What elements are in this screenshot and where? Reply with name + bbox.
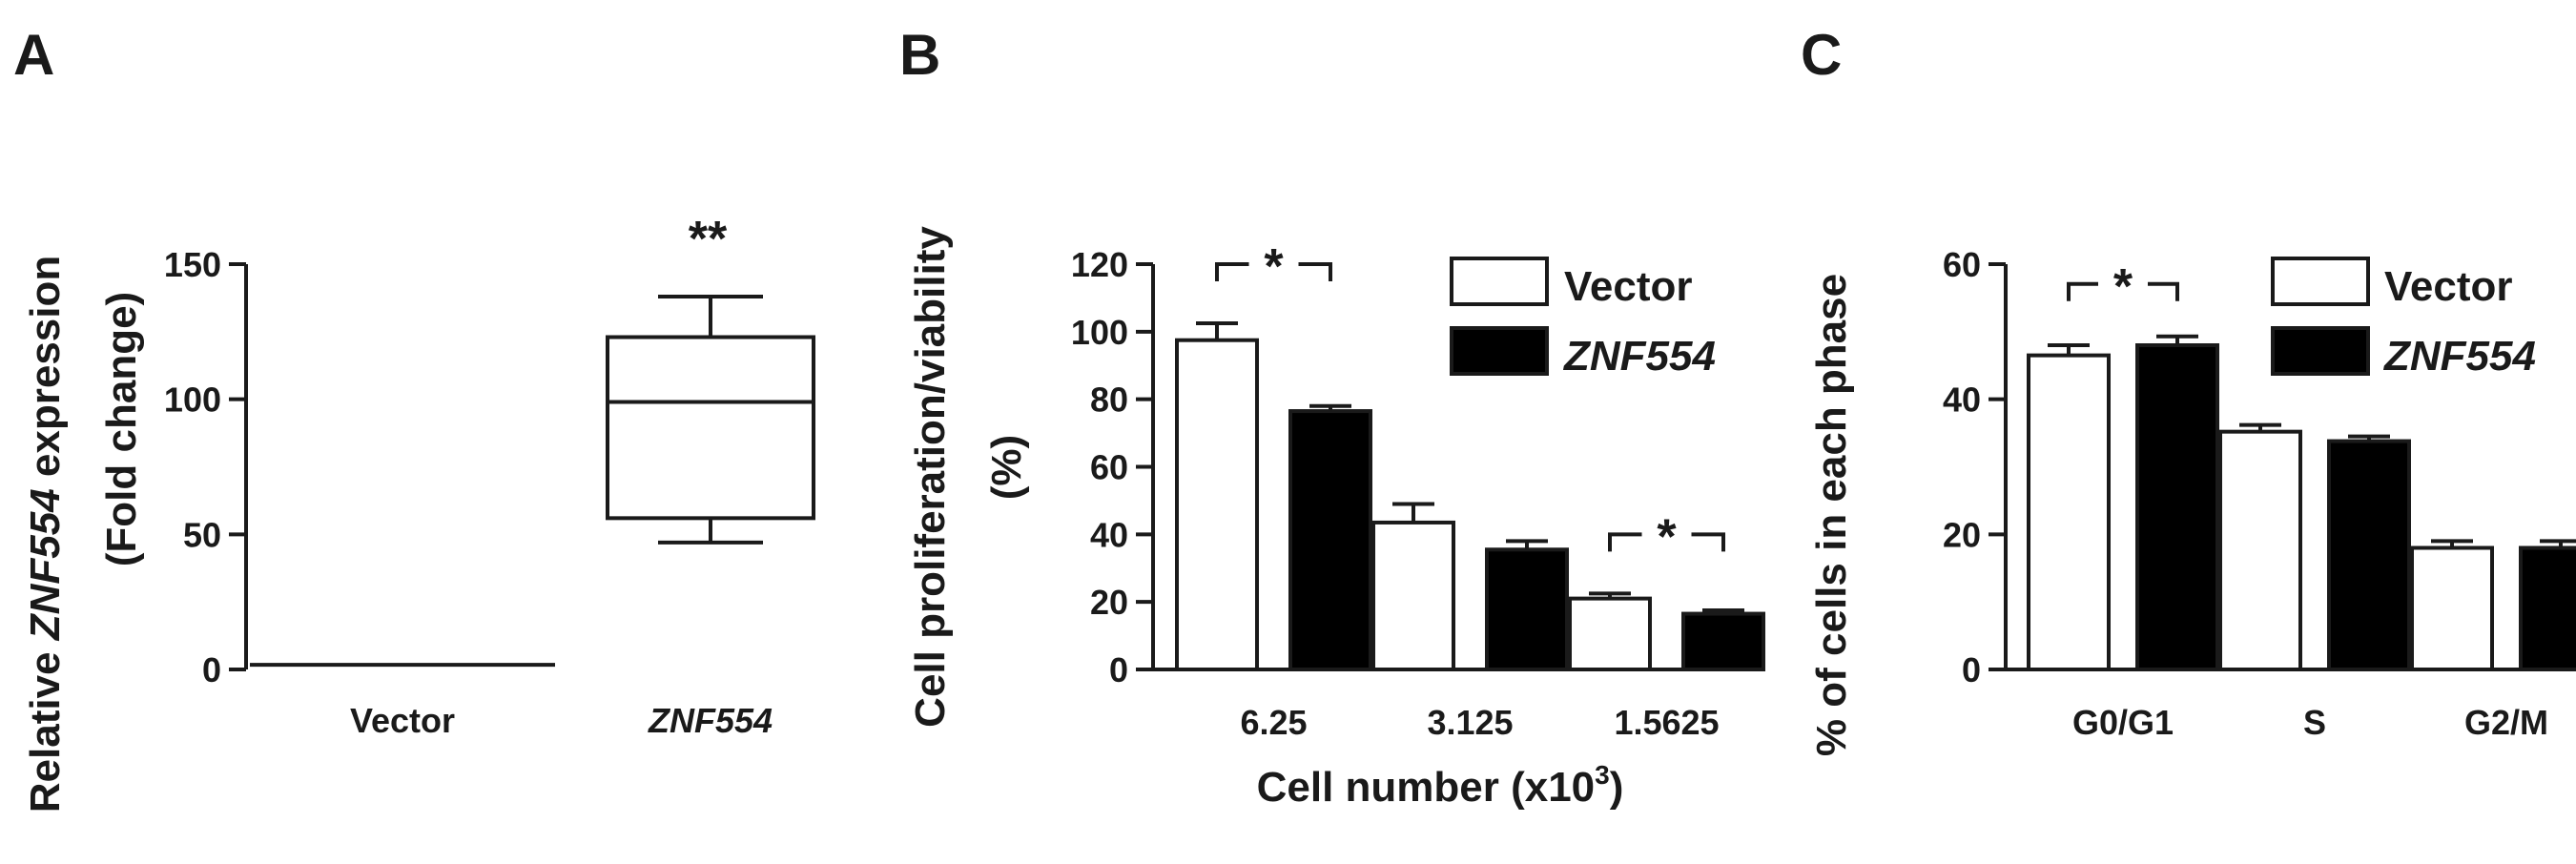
significance-marker: *: [1264, 239, 1284, 295]
panel-b-legend-znf554: ZNF554: [1562, 333, 1716, 380]
panel-a-y-axis-title: Relative ZNF554 expression: [22, 256, 69, 813]
bar-znf554-2: [2519, 545, 2576, 671]
panel-a-x-label-vector: Vector: [350, 701, 455, 740]
panel-b-y-tick-label: 20: [1090, 583, 1128, 622]
panel-b-y-tick-label: 80: [1090, 381, 1128, 420]
panel-b-bars: [1175, 320, 1765, 671]
panel-c-x-tick-label: G2/M: [2464, 703, 2548, 742]
panel-c-legend-swatch-znf554: [2271, 326, 2370, 376]
significance-bracket: [1608, 532, 1642, 552]
panel-a-y-ticks: 0 50 100 150: [164, 245, 246, 689]
panel-c: C % of cells in each phase 0 20 40 60 G0/G1…: [1801, 23, 2576, 756]
significance-bracket: [1298, 261, 1332, 281]
significance-bracket: [2067, 281, 2098, 301]
bar-vector-2: [2410, 545, 2494, 671]
panel-b-legend-vector: Vector: [1564, 263, 1693, 310]
panel-c-x-tick-label: S: [2303, 703, 2326, 742]
panel-b-y-ticks: 0 20 40 60 80 100 120: [1071, 245, 1153, 689]
bar-znf554-0: [1288, 409, 1372, 671]
panel-b: B Cell proliferation/viability (%) 0 20 40…: [899, 23, 1765, 811]
panel-b-legend: Vector ZNF554: [1450, 257, 1716, 380]
panel-a-x-label-znf554: ZNF554: [648, 701, 773, 740]
bar-vector-1: [1371, 520, 1455, 671]
panel-c-legend-znf554: ZNF554: [2382, 333, 2536, 380]
panel-a-y-tick-label: 150: [164, 245, 221, 284]
panel-a-y-tick-label: 0: [202, 650, 221, 689]
panel-a-y-tick-label: 100: [164, 381, 221, 420]
box-znf554: [606, 335, 815, 521]
panel-b-x-tick-label: 6.25: [1240, 703, 1307, 742]
significance-bracket: [2148, 281, 2179, 301]
significance-bracket: [1215, 261, 1249, 281]
panel-b-y-axis-title: Cell proliferation/viability: [907, 226, 954, 728]
bar-znf554-0: [2135, 343, 2219, 671]
significance-marker: *: [1657, 509, 1677, 565]
panel-b-x-tick-labels: 6.25 3.125 1.5625: [1240, 703, 1719, 742]
panel-c-y-tick-label: 60: [1943, 245, 1981, 284]
bar-vector-2: [1568, 596, 1652, 671]
panel-b-y-tick-label: 40: [1090, 515, 1128, 554]
panel-c-x-tick-label: G0/G1: [2072, 703, 2174, 742]
bar-znf554-1: [1485, 547, 1569, 671]
panel-c-bars: [2027, 334, 2576, 672]
panel-label-b: B: [899, 23, 940, 87]
panel-label-c: C: [1801, 23, 1842, 87]
bar-vector-0: [1175, 338, 1259, 671]
panel-a-significance: **: [689, 212, 728, 267]
panel-c-y-tick-label: 20: [1943, 515, 1981, 554]
panel-b-x-tick-label: 3.125: [1427, 703, 1513, 742]
panel-c-x-tick-labels: G0/G1 S G2/M: [2072, 703, 2548, 742]
panel-label-a: A: [13, 23, 54, 87]
significance-bracket: [1691, 532, 1725, 552]
panel-b-legend-swatch-znf554: [1450, 326, 1549, 376]
significance-marker: *: [2113, 259, 2133, 315]
panel-c-legend-swatch-vector: [2271, 257, 2370, 306]
panel-b-y-tick-label: 0: [1109, 650, 1128, 689]
panel-b-y-tick-label: 120: [1071, 245, 1128, 284]
panel-c-legend-vector: Vector: [2384, 263, 2513, 310]
panel-a: A Relative ZNF554 expression (Fold chang…: [13, 23, 815, 813]
panel-a-y-tick-label: 50: [183, 515, 221, 554]
panel-a-boxes: [250, 295, 815, 668]
panel-b-x-tick-label: 1.5625: [1614, 703, 1719, 742]
bar-vector-0: [2027, 353, 2111, 671]
panel-c-y-axis-title: % of cells in each phase: [1808, 274, 1855, 756]
panel-b-legend-swatch-vector: [1450, 257, 1549, 306]
panel-c-y-tick-label: 0: [1962, 650, 1981, 689]
panel-b-y-axis-title-line2: (%): [983, 435, 1030, 500]
bar-znf554-2: [1681, 611, 1765, 671]
bar-vector-1: [2218, 429, 2302, 671]
panel-b-x-axis-title: Cell number (x103): [1257, 760, 1624, 811]
panel-b-significance: **: [1215, 239, 1725, 565]
panel-c-y-ticks: 0 20 40 60: [1943, 245, 2006, 689]
panel-c-y-tick-label: 40: [1943, 381, 1981, 420]
panel-a-y-axis-title-line2: (Fold change): [98, 292, 145, 566]
panel-b-y-tick-label: 60: [1090, 448, 1128, 487]
bar-znf554-1: [2327, 439, 2411, 672]
panel-c-legend: Vector ZNF554: [2271, 257, 2536, 380]
panel-c-significance: *: [2067, 259, 2179, 315]
panel-b-y-tick-label: 100: [1071, 313, 1128, 352]
